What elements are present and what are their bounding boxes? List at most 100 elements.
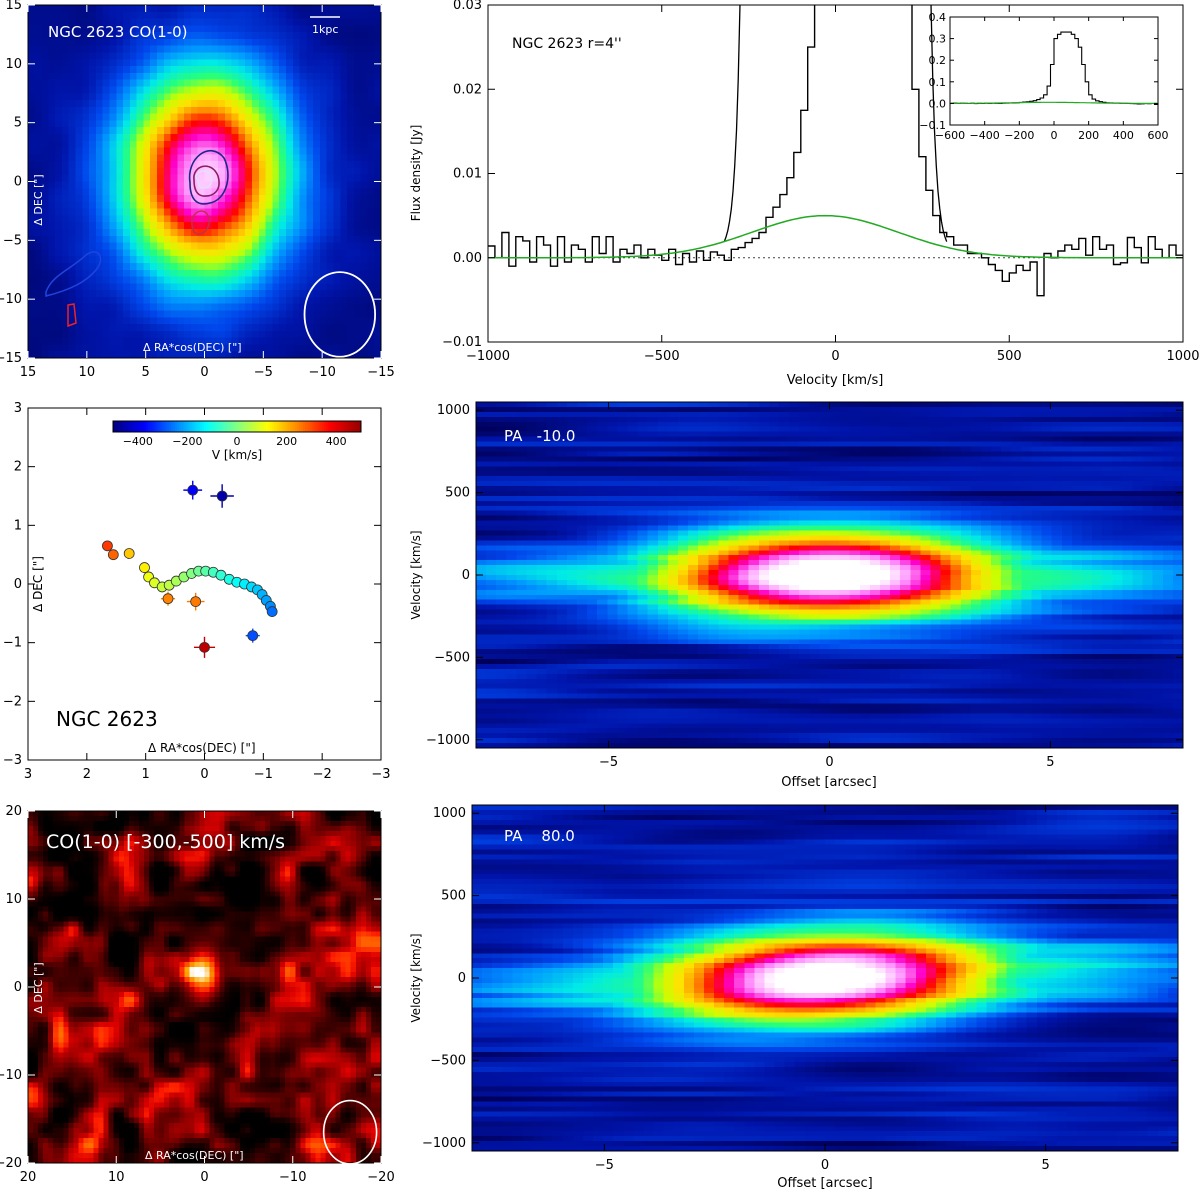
x-tick-label: 5 — [142, 365, 150, 380]
highvel-panel: CO(1-0) [-300,-500] km/s Δ RA*cos(DEC) [… — [27, 810, 382, 1164]
y-tick-label: 500 — [441, 889, 466, 904]
colorbar-tick-label: 0 — [234, 435, 241, 448]
position-point — [216, 490, 228, 502]
spectrum-ylabel: Flux density [Jy] — [409, 125, 423, 222]
position-point — [247, 630, 259, 642]
x-tick-label: 600 — [1148, 129, 1169, 142]
spectrum-xlabel: Velocity [km/s] — [787, 373, 884, 388]
colorbar-label: V [km/s] — [212, 448, 262, 462]
y-tick-label: 1000 — [437, 403, 470, 418]
x-tick-label: −5 — [595, 1158, 614, 1173]
x-tick-label: −3 — [371, 767, 390, 782]
velocity-colorbar — [112, 420, 362, 433]
positions-ylabel: Δ DEC ["] — [31, 556, 45, 612]
x-tick-label: −200 — [1004, 129, 1034, 142]
pv2-xlabel: Offset [arcsec] — [777, 1176, 872, 1191]
pv1-xlabel: Offset [arcsec] — [781, 775, 876, 790]
y-tick-label: −1 — [3, 636, 22, 651]
colorbar-tick-label: 200 — [276, 435, 297, 448]
gaussian-fit — [488, 214, 1183, 259]
x-tick-label: −600 — [935, 129, 965, 142]
inset-frame — [949, 16, 1159, 126]
scalebar-label: 1kpc — [312, 23, 338, 36]
x-tick-label: 10 — [108, 1170, 125, 1185]
x-tick-label: 0 — [200, 365, 208, 380]
position-point — [266, 606, 278, 617]
x-tick-label: −1 — [254, 767, 273, 782]
y-tick-label: 5 — [14, 116, 22, 131]
x-tick-label: 500 — [997, 349, 1022, 364]
co-map-title: NGC 2623 CO(1-0) — [48, 23, 188, 41]
x-tick-label: −500 — [644, 349, 680, 364]
y-tick-label: 0 — [14, 577, 22, 592]
x-tick-label: 1 — [142, 767, 150, 782]
positions-xlabel: Δ RA*cos(DEC) ["] — [148, 741, 256, 755]
y-tick-label: −15 — [0, 351, 22, 366]
contour-blue-offset — [45, 251, 102, 297]
positions-panel: −400 −200 0 200 400 V [km/s] NGC 2623 Δ RA*c… — [27, 407, 382, 761]
positions-label: NGC 2623 — [56, 707, 158, 731]
x-tick-label: −5 — [254, 365, 273, 380]
y-tick-label: 1 — [14, 518, 22, 533]
co-map-contours — [45, 150, 377, 358]
pv1-image — [476, 402, 1183, 748]
x-tick-label: −20 — [367, 1170, 394, 1185]
x-tick-label: 3 — [24, 767, 32, 782]
colorbar-tick-label: 400 — [326, 435, 347, 448]
x-tick-label: 0 — [825, 755, 833, 770]
x-tick-label: −10 — [279, 1170, 306, 1185]
y-tick-label: −5 — [3, 233, 22, 248]
contour-red-offset — [67, 303, 77, 328]
y-tick-label: 0 — [14, 175, 22, 190]
y-tick-label: 20 — [5, 804, 22, 819]
pv2-ylabel: Velocity [km/s] — [409, 933, 423, 1022]
position-point — [199, 641, 210, 653]
spectrum-panel: NGC 2623 r=4'' Velocity [km/s] Flux dens… — [409, 4, 1184, 388]
x-tick-label: −2 — [313, 767, 332, 782]
x-tick-label: 20 — [20, 1170, 37, 1185]
position-point — [107, 549, 119, 561]
x-tick-label: 5 — [1046, 755, 1054, 770]
beam-ellipse — [303, 271, 377, 358]
y-tick-label: −2 — [3, 694, 22, 709]
position-point — [187, 484, 199, 496]
x-tick-label: 10 — [79, 365, 96, 380]
y-tick-label: 10 — [5, 892, 22, 907]
y-tick-label: 0.0 — [929, 97, 947, 110]
spectrum-label: NGC 2623 r=4'' — [512, 36, 622, 52]
y-tick-label: −3 — [3, 753, 22, 768]
spectrum-histogram — [488, 5, 1183, 297]
y-tick-label: 0.02 — [453, 82, 482, 97]
y-tick-label: −0.01 — [442, 335, 482, 350]
y-tick-label: 3 — [14, 401, 22, 416]
x-tick-label: −10 — [308, 365, 335, 380]
y-tick-label: −1000 — [422, 1136, 466, 1151]
highvel-beam — [322, 1099, 378, 1165]
y-tick-label: 0.3 — [929, 33, 947, 46]
y-tick-label: 0 — [14, 980, 22, 995]
y-tick-label: 2 — [14, 460, 22, 475]
y-tick-label: 0.03 — [453, 0, 482, 13]
position-point — [102, 540, 113, 552]
position-point — [123, 548, 135, 559]
x-tick-label: −15 — [367, 365, 394, 380]
position-point — [162, 593, 174, 605]
x-tick-label: −1000 — [466, 349, 510, 364]
pv1-panel: PA -10.0 Offset [arcsec] Velocity [km/s] — [409, 401, 1184, 790]
positions-plot: −400 −200 0 200 400 — [102, 428, 347, 658]
y-tick-label: 500 — [445, 486, 470, 501]
x-tick-label: 0 — [821, 1158, 829, 1173]
pv2-image — [472, 805, 1178, 1151]
y-tick-label: −1000 — [426, 733, 470, 748]
pv1-ylabel: Velocity [km/s] — [409, 530, 423, 619]
highvel-image — [28, 811, 381, 1163]
position-point — [139, 562, 150, 573]
x-tick-label: 200 — [1078, 129, 1099, 142]
contour-mid — [193, 165, 220, 197]
y-tick-label: −500 — [430, 1053, 466, 1068]
y-tick-label: 0.2 — [929, 54, 947, 67]
spectrum-plot — [488, 5, 1183, 297]
co-map-xlabel: Δ RA*cos(DEC) ["] — [143, 341, 242, 354]
